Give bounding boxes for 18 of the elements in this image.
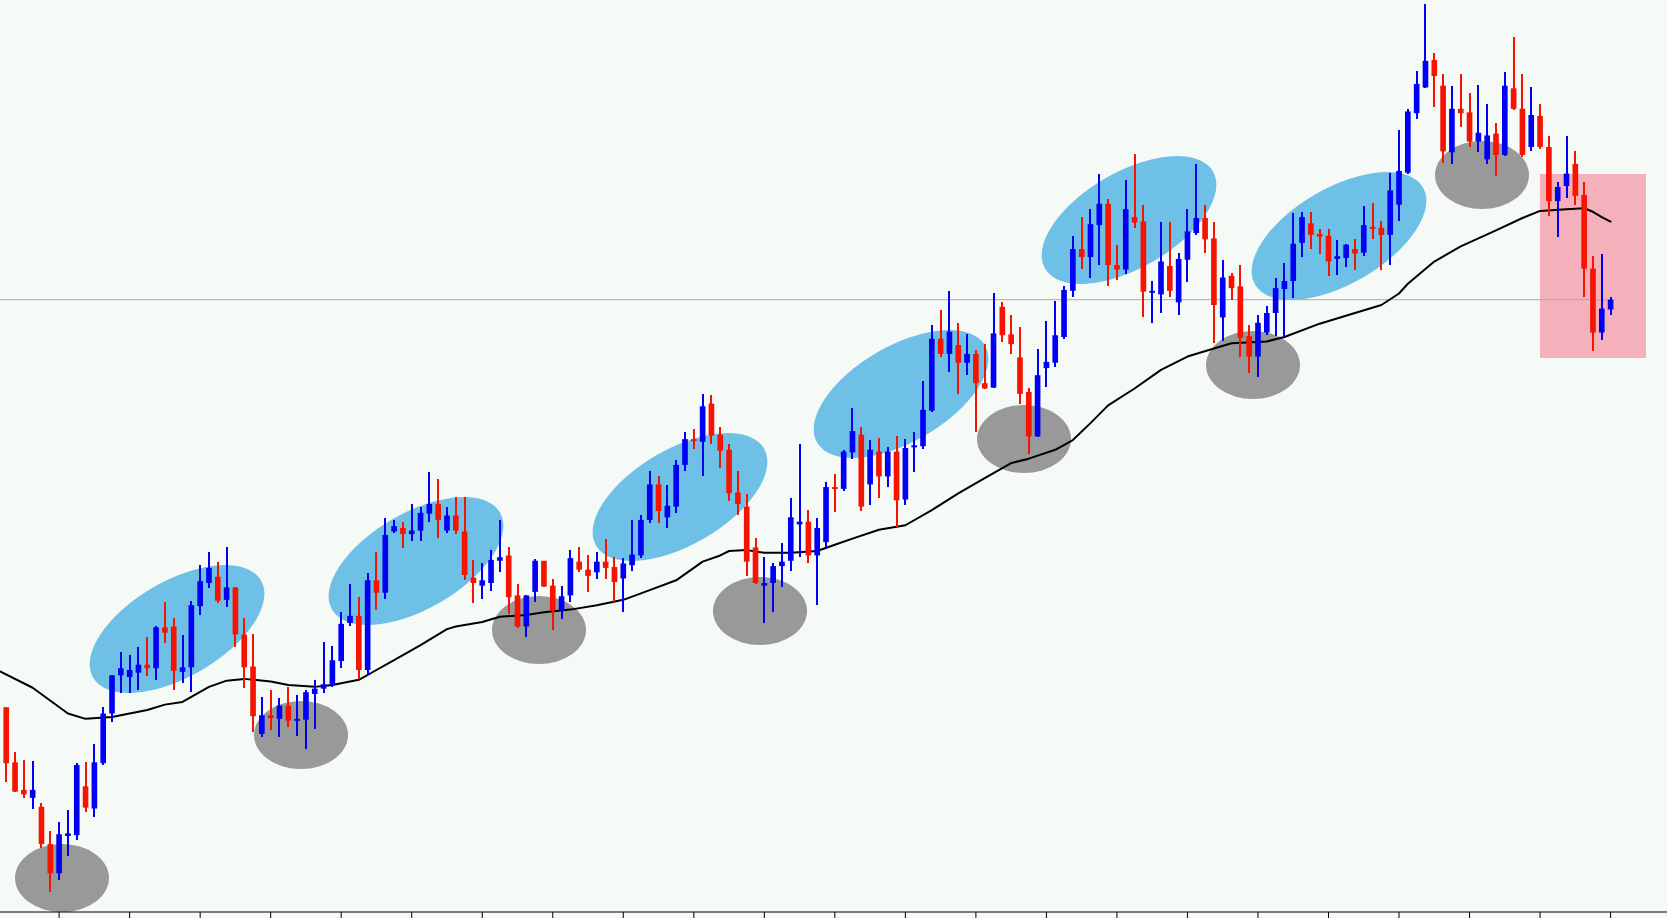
candlestick xyxy=(267,690,274,730)
candlestick xyxy=(832,474,838,512)
candlestick xyxy=(761,557,768,623)
candlestick xyxy=(1334,240,1341,275)
candlestick xyxy=(179,635,186,683)
candlestick xyxy=(1149,281,1156,323)
candlestick xyxy=(690,429,697,449)
candlestick xyxy=(779,543,785,587)
candlestick xyxy=(497,520,503,572)
candlestick xyxy=(1457,74,1464,127)
candlestick xyxy=(911,432,918,472)
candlestick xyxy=(408,504,415,541)
candlestick xyxy=(320,642,327,693)
candlestick xyxy=(311,680,318,729)
candlestick xyxy=(294,695,300,736)
candlestick xyxy=(144,637,151,676)
candlestick xyxy=(1369,203,1376,239)
candlestick xyxy=(65,810,71,856)
